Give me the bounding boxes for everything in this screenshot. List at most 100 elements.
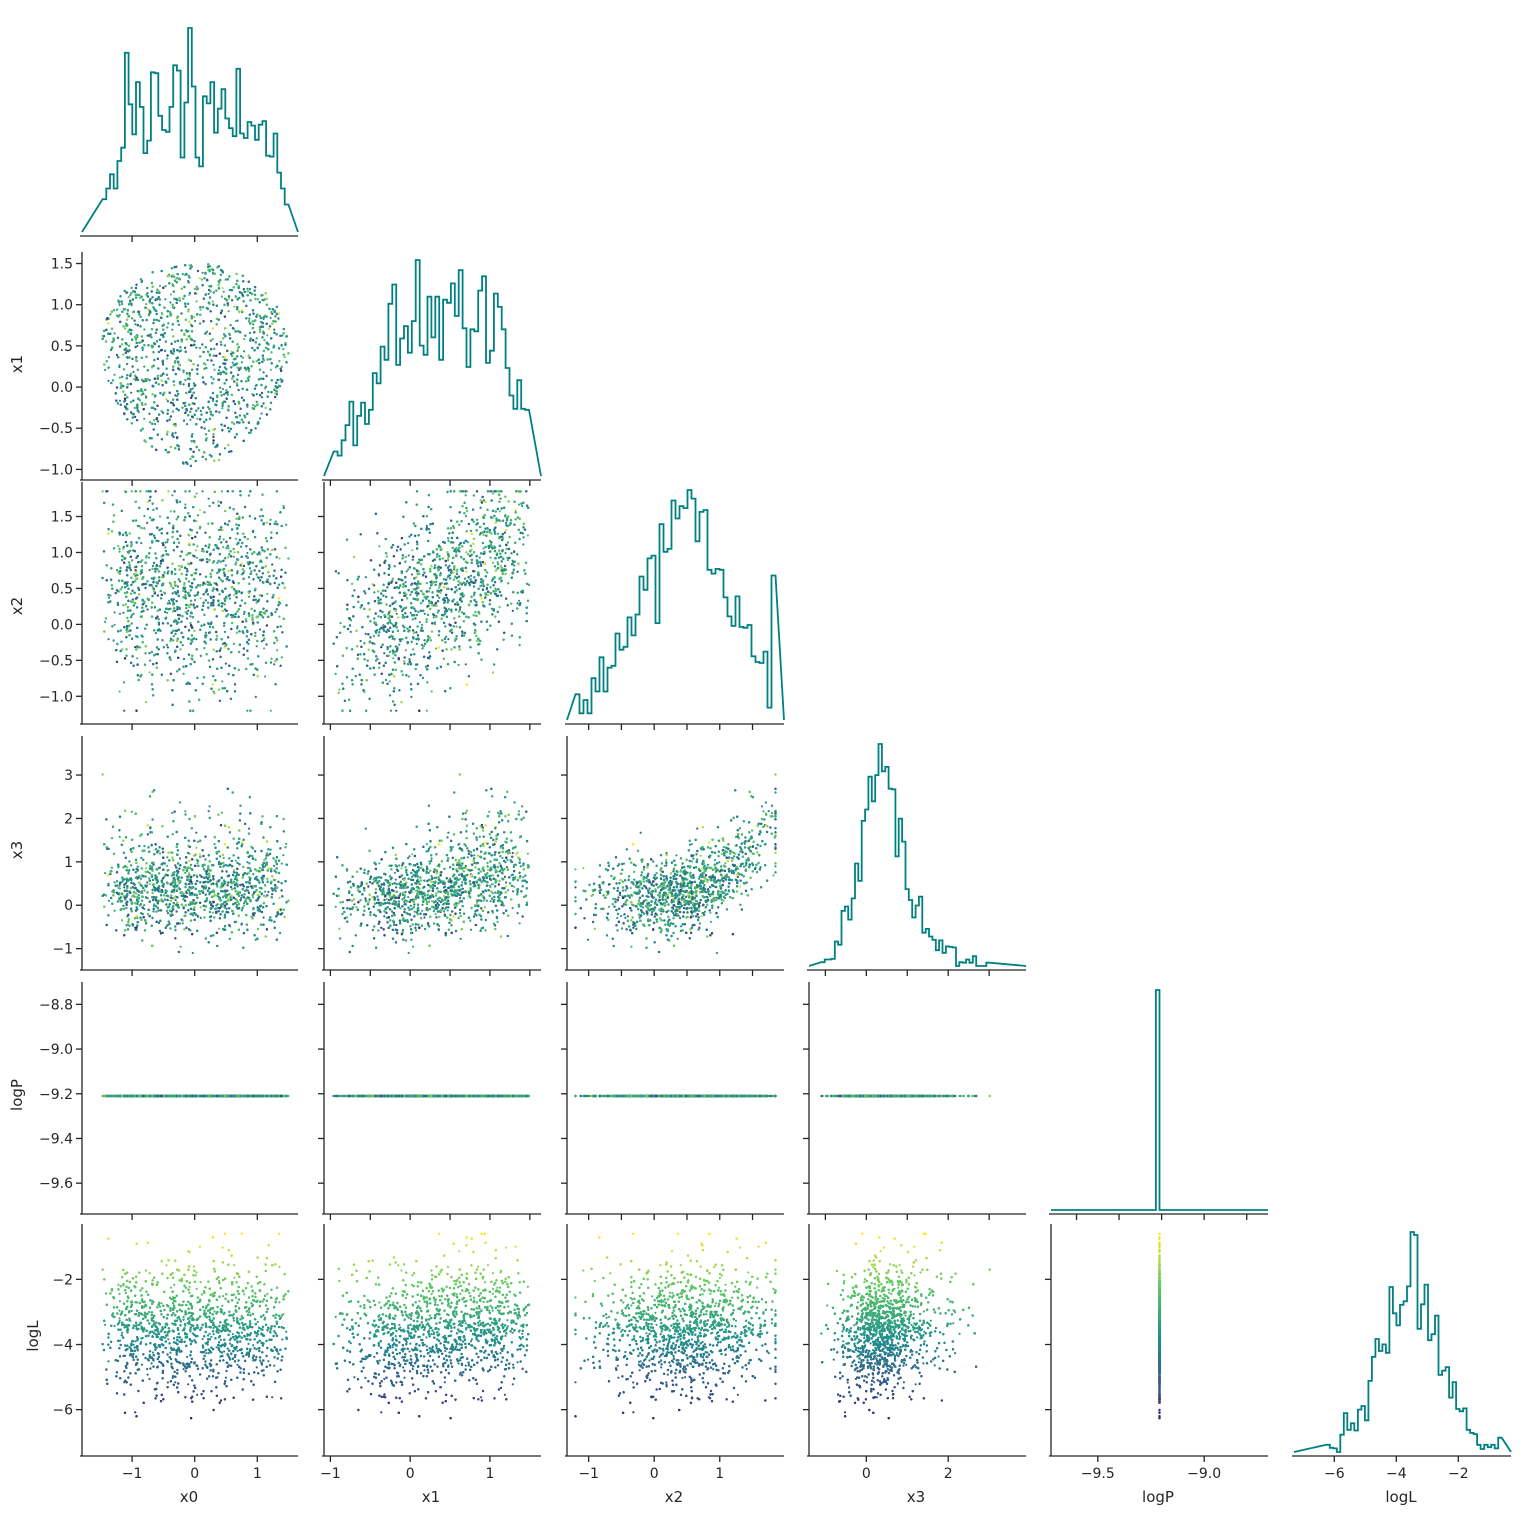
point	[281, 366, 283, 368]
point	[252, 404, 254, 406]
point	[232, 362, 234, 364]
point	[142, 349, 144, 351]
point	[114, 374, 116, 376]
point	[179, 300, 181, 302]
point	[130, 392, 132, 394]
point	[229, 386, 231, 388]
point	[252, 323, 254, 325]
point	[160, 410, 162, 412]
point	[149, 421, 151, 423]
point	[218, 369, 220, 371]
point	[259, 417, 261, 419]
point	[186, 423, 188, 425]
point	[183, 383, 185, 385]
point	[237, 350, 239, 352]
point	[218, 459, 220, 461]
point	[240, 355, 242, 357]
point	[143, 366, 145, 368]
point	[201, 279, 203, 281]
point	[171, 329, 173, 331]
point	[134, 407, 136, 409]
point	[202, 272, 204, 274]
point	[207, 359, 209, 361]
point	[172, 432, 174, 434]
point	[132, 371, 134, 373]
point	[222, 287, 224, 289]
point	[247, 379, 249, 381]
point	[194, 320, 196, 322]
point	[114, 332, 116, 334]
point	[143, 418, 145, 420]
point	[170, 293, 172, 295]
point	[196, 418, 198, 420]
point	[256, 384, 258, 386]
point	[134, 323, 136, 325]
point	[200, 410, 202, 412]
point	[164, 285, 166, 287]
point	[196, 286, 198, 288]
point	[136, 345, 138, 347]
panel-x0-x0	[80, 28, 298, 242]
point	[193, 316, 195, 318]
point	[243, 338, 245, 340]
point	[159, 285, 161, 287]
point	[256, 393, 258, 395]
point	[119, 304, 121, 306]
point	[212, 338, 214, 340]
point	[233, 423, 235, 425]
histogram-x0	[82, 28, 298, 232]
point	[222, 388, 224, 390]
panel-grid: −1.0−0.50.00.51.01.5−1.0−0.50.00.51.01.5…	[39, 28, 1511, 1482]
panel-x0-x1: −1.0−0.50.00.51.01.5	[39, 252, 298, 486]
point	[228, 310, 230, 312]
point	[154, 423, 156, 425]
point	[223, 393, 225, 395]
point	[167, 400, 169, 402]
point	[134, 416, 136, 418]
point	[189, 458, 191, 460]
point	[223, 291, 225, 293]
point	[200, 309, 202, 311]
point	[221, 295, 223, 297]
point	[167, 322, 169, 324]
point	[166, 326, 168, 328]
point	[165, 398, 167, 400]
point	[261, 412, 263, 414]
point	[208, 293, 210, 295]
point	[212, 378, 214, 380]
point	[243, 350, 245, 352]
point	[270, 369, 272, 371]
point	[273, 329, 275, 331]
point	[221, 407, 223, 409]
point	[129, 294, 131, 296]
point	[266, 334, 268, 336]
point	[174, 394, 176, 396]
point	[281, 334, 283, 336]
point	[189, 419, 191, 421]
point	[205, 367, 207, 369]
scatter-points-x0-x1	[102, 263, 290, 467]
point	[121, 303, 123, 305]
point	[182, 273, 184, 275]
point	[278, 360, 280, 362]
point	[225, 279, 227, 281]
point	[210, 376, 212, 378]
point	[263, 371, 265, 373]
point	[140, 388, 142, 390]
point	[166, 358, 168, 360]
point	[107, 380, 109, 382]
point	[241, 361, 243, 363]
point	[213, 369, 215, 371]
point	[195, 347, 197, 349]
point	[224, 447, 226, 449]
point	[175, 432, 177, 434]
point	[169, 301, 171, 303]
point	[145, 303, 147, 305]
point	[213, 364, 215, 366]
point	[128, 296, 130, 298]
point	[164, 298, 166, 300]
point	[148, 413, 150, 415]
point	[267, 391, 269, 393]
point	[261, 396, 263, 398]
